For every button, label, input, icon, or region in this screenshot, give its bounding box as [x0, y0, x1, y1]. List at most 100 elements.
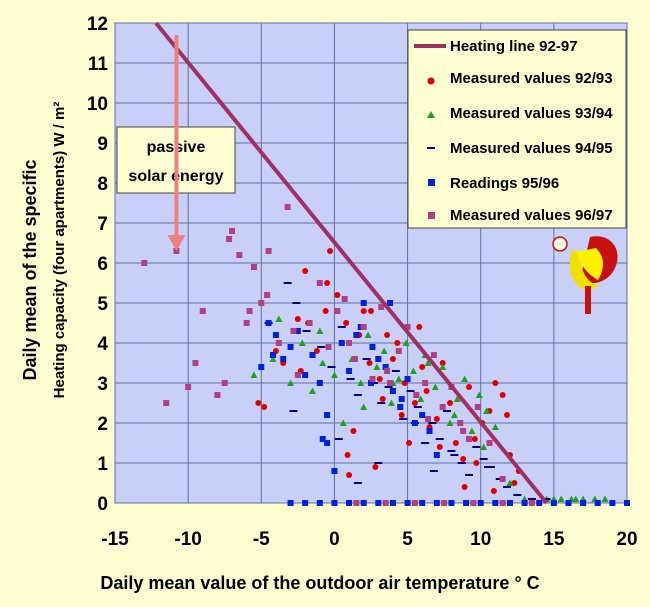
data-point-series-0 — [460, 456, 467, 462]
data-point-series-4 — [316, 280, 323, 286]
legend-label-94-95: Measured values 94/95 — [450, 140, 613, 157]
data-point-series-4 — [163, 400, 170, 406]
data-point-series-4 — [229, 228, 236, 234]
data-point-series-4 — [470, 500, 477, 506]
data-point-series-3 — [387, 300, 394, 306]
data-point-series-3 — [580, 500, 587, 506]
data-point-series-0 — [416, 324, 423, 330]
data-point-series-4 — [185, 384, 192, 390]
legend: Heating line 92-97 Measured values 92/93… — [407, 29, 627, 229]
data-point-series-3 — [536, 500, 543, 506]
data-point-series-1 — [287, 379, 295, 386]
legend-box — [407, 29, 627, 229]
data-point-series-4 — [499, 476, 506, 482]
data-point-series-3 — [338, 340, 345, 346]
data-point-series-4 — [243, 320, 250, 326]
data-point-series-1 — [298, 339, 306, 346]
y-tick-label: 8 — [97, 174, 108, 195]
data-point-series-1 — [475, 391, 483, 398]
data-point-series-4 — [214, 392, 221, 398]
y-tick-label: 7 — [97, 214, 108, 235]
data-point-series-4 — [384, 368, 391, 374]
data-point-series-0 — [343, 320, 350, 326]
heating-line-92-97 — [154, 21, 549, 505]
data-point-series-0 — [376, 376, 383, 382]
data-point-series-1 — [357, 379, 365, 386]
y-tick-label: 2 — [97, 414, 108, 435]
legend-symbol-92-93 — [427, 77, 435, 85]
data-point-series-4 — [250, 264, 257, 270]
legend-label-96-97: Measured values 96/97 — [450, 207, 613, 224]
data-point-series-1 — [387, 399, 395, 406]
data-point-series-1 — [450, 411, 458, 418]
data-point-series-1 — [250, 371, 258, 378]
data-point-series-0 — [350, 428, 357, 434]
legend-label-93-94: Measured values 93/94 — [450, 105, 613, 122]
data-point-series-1 — [360, 403, 368, 410]
data-point-series-4 — [486, 440, 493, 446]
data-point-series-4 — [351, 356, 358, 362]
data-point-series-1 — [480, 443, 488, 450]
data-point-series-4 — [466, 436, 473, 442]
data-point-series-0 — [334, 292, 341, 298]
x-tick-label: 0 — [329, 529, 340, 550]
data-point-series-3 — [346, 500, 353, 506]
data-point-series-1 — [409, 367, 417, 374]
data-point-series-3 — [309, 352, 316, 358]
data-point-series-0 — [294, 316, 301, 322]
data-point-series-3 — [419, 500, 426, 506]
data-point-series-3 — [382, 364, 389, 370]
y-tick-label: 10 — [87, 94, 108, 115]
data-point-series-4 — [325, 344, 332, 350]
data-point-series-0 — [423, 388, 430, 394]
data-point-series-3 — [272, 332, 279, 338]
data-point-series-4 — [360, 324, 367, 330]
y-tick-label: 11 — [88, 54, 109, 75]
data-point-series-3 — [368, 380, 374, 386]
data-point-series-0 — [394, 340, 401, 346]
data-point-series-0 — [504, 412, 511, 418]
data-point-series-3 — [316, 380, 323, 386]
data-point-series-4 — [192, 360, 199, 366]
data-point-series-4 — [290, 328, 297, 334]
data-point-series-1 — [319, 359, 327, 366]
data-point-series-1 — [402, 339, 410, 346]
data-point-series-3 — [280, 356, 287, 362]
data-point-series-0 — [398, 412, 405, 418]
data-point-series-3 — [375, 356, 382, 362]
legend-symbol-95-96 — [428, 179, 435, 186]
data-point-series-1 — [446, 419, 454, 426]
data-point-series-1 — [373, 363, 381, 370]
data-point-series-0 — [255, 400, 262, 406]
data-point-series-3 — [463, 500, 470, 506]
data-point-series-3 — [565, 500, 572, 506]
data-point-series-0 — [439, 360, 446, 366]
data-point-series-0 — [490, 488, 497, 494]
data-point-series-4 — [382, 500, 389, 506]
data-point-series-0 — [344, 452, 351, 458]
y-axis-title-line2: Heating capacity (four apartments) W / m… — [51, 102, 68, 399]
data-point-series-1 — [461, 375, 469, 382]
data-point-series-3 — [411, 420, 418, 426]
data-point-series-4 — [411, 500, 418, 506]
annotation-arrow-head — [167, 235, 186, 251]
data-point-series-4 — [246, 308, 253, 314]
y-axis-title-line1: Daily mean of the specific — [20, 159, 40, 380]
x-tick-label: -10 — [174, 529, 201, 550]
data-point-series-3 — [360, 300, 367, 306]
data-point-series-1 — [468, 427, 476, 434]
data-point-series-3 — [269, 352, 276, 358]
x-tick-label: 10 — [470, 529, 491, 550]
data-point-series-1 — [364, 331, 372, 338]
data-point-series-4 — [275, 340, 282, 346]
data-point-series-3 — [324, 440, 331, 446]
data-point-series-1 — [572, 495, 580, 502]
data-point-series-1 — [395, 375, 403, 382]
data-point-series-4 — [334, 308, 341, 314]
data-point-series-0 — [433, 416, 440, 422]
data-point-series-1 — [439, 363, 447, 370]
data-point-series-3 — [302, 500, 309, 506]
data-point-series-4 — [430, 352, 437, 358]
